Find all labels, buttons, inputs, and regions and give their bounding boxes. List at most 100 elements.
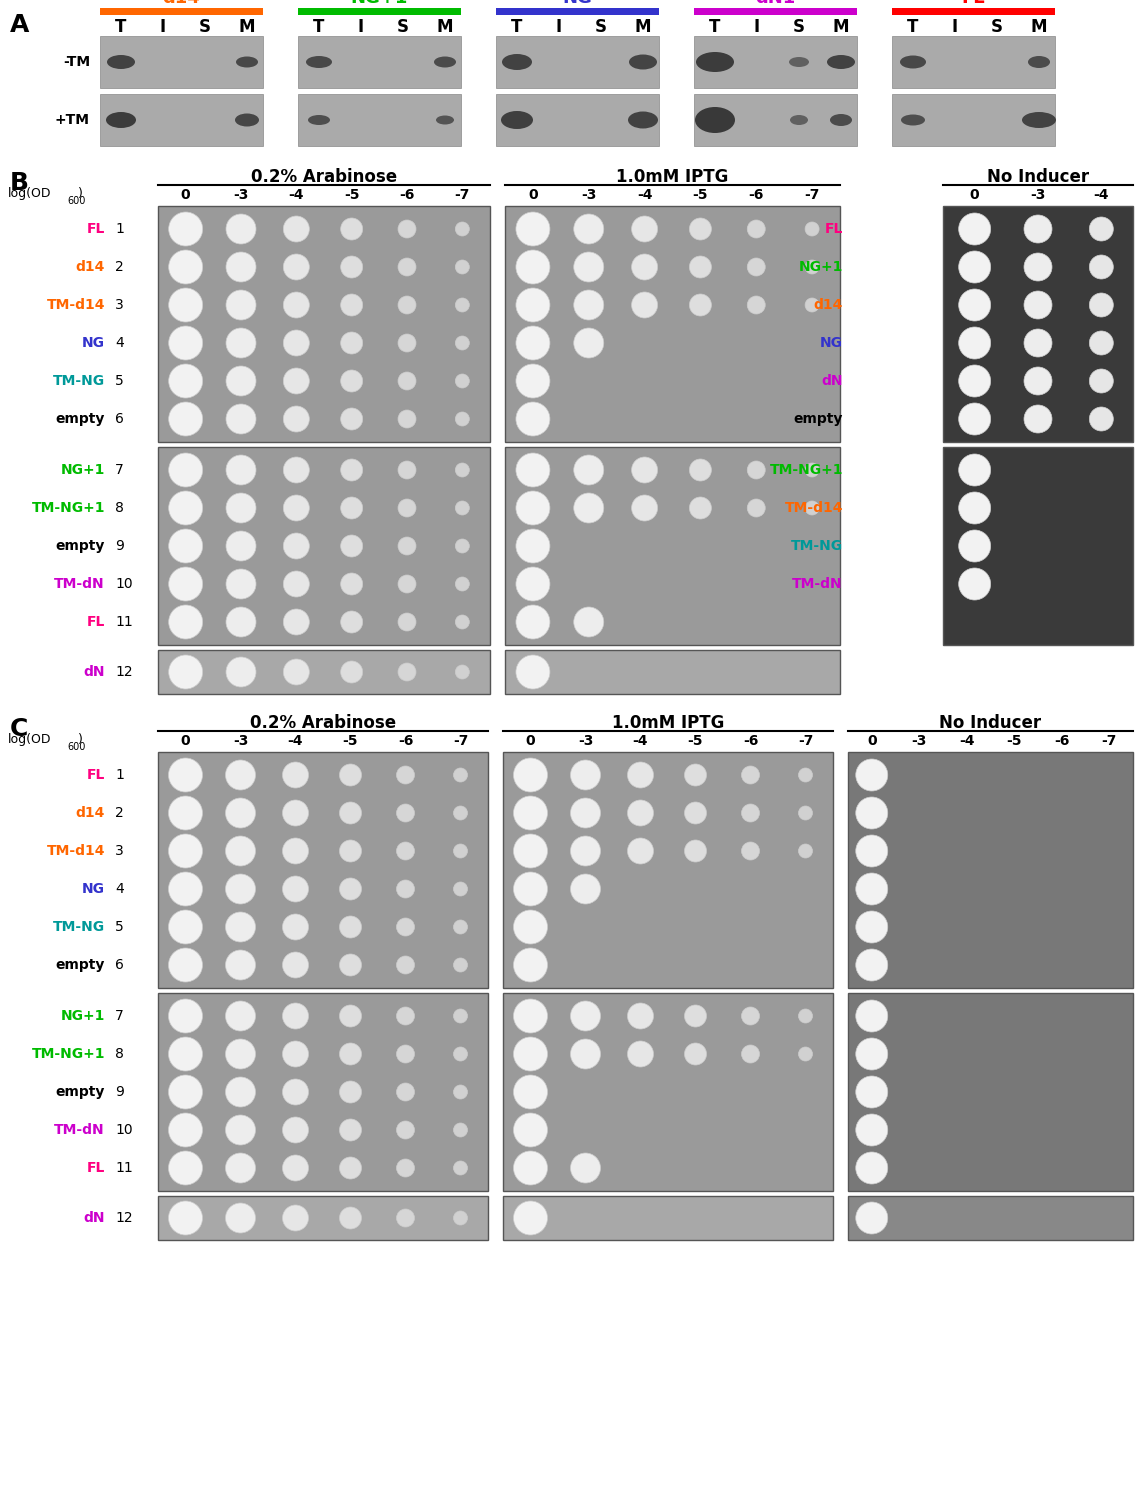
Circle shape [168,288,203,322]
Circle shape [1089,292,1113,316]
Circle shape [1024,405,1052,433]
Text: B: B [10,171,28,195]
Text: -4: -4 [1094,188,1110,202]
Bar [848,1196,1133,1240]
Circle shape [684,840,707,862]
Text: -5: -5 [687,734,703,748]
Circle shape [168,1150,203,1185]
Circle shape [226,657,256,687]
Circle shape [226,252,256,282]
Text: T: T [115,18,126,36]
Circle shape [1089,217,1113,242]
Circle shape [684,1005,707,1028]
Circle shape [690,496,711,519]
Circle shape [339,916,362,938]
Circle shape [454,844,468,858]
Text: 0: 0 [528,188,538,202]
Circle shape [627,839,653,864]
Text: NG+1: NG+1 [60,464,105,477]
Text: M: M [239,18,255,36]
Circle shape [340,294,363,316]
Bar [943,447,1133,645]
Circle shape [283,292,310,318]
Circle shape [225,798,256,828]
Circle shape [627,1004,653,1029]
Bar [496,8,659,15]
Circle shape [1089,369,1113,393]
Circle shape [168,999,203,1033]
Text: C: C [10,717,28,741]
Circle shape [396,880,414,898]
Text: TM-NG+1: TM-NG+1 [769,464,843,477]
Ellipse shape [900,56,926,69]
Bar [158,993,488,1191]
Bar [496,36,659,88]
Circle shape [516,364,550,398]
Bar [505,650,840,694]
Circle shape [574,290,604,320]
Circle shape [282,1204,308,1231]
Circle shape [398,372,417,390]
Circle shape [168,402,203,436]
Circle shape [454,920,468,934]
Text: 1.0mM IPTG: 1.0mM IPTG [617,168,728,186]
Ellipse shape [1028,56,1050,68]
Ellipse shape [1022,112,1056,128]
Text: S: S [793,18,805,36]
Circle shape [339,840,362,862]
Text: 6: 6 [115,958,124,972]
Text: -3: -3 [233,734,248,748]
Text: M: M [635,18,651,36]
Ellipse shape [827,56,855,69]
Circle shape [454,882,468,896]
Circle shape [454,806,468,820]
Circle shape [398,537,417,555]
Circle shape [516,490,550,525]
Text: 5: 5 [115,374,124,388]
Circle shape [632,458,658,483]
Circle shape [396,1083,414,1101]
Text: -4: -4 [959,734,974,748]
Circle shape [398,334,417,352]
Ellipse shape [830,114,852,126]
Circle shape [513,1202,547,1234]
Text: 11: 11 [115,1161,133,1174]
Circle shape [748,500,765,517]
Circle shape [958,568,991,600]
Circle shape [742,766,759,784]
Circle shape [396,956,414,974]
Circle shape [690,256,711,278]
Circle shape [168,364,203,398]
Circle shape [340,332,363,354]
Circle shape [455,578,469,591]
Circle shape [396,842,414,860]
Circle shape [454,1161,468,1174]
Circle shape [339,1042,362,1065]
Text: log(OD: log(OD [8,188,51,200]
Text: I: I [953,18,958,36]
Circle shape [627,1041,653,1066]
Circle shape [226,328,256,358]
Text: T: T [511,18,522,36]
Circle shape [340,496,363,519]
Text: 4: 4 [115,336,124,350]
Circle shape [226,494,256,524]
Circle shape [632,495,658,520]
Text: T: T [709,18,720,36]
Circle shape [570,874,601,904]
Text: FL: FL [825,222,843,236]
Circle shape [283,572,310,597]
Circle shape [398,220,417,238]
Text: -6: -6 [743,734,758,748]
Circle shape [958,327,991,358]
Text: 0: 0 [181,188,190,202]
Bar [158,206,490,442]
Circle shape [340,536,363,556]
Text: A: A [10,13,30,38]
Text: 1.0mM IPTG: 1.0mM IPTG [612,714,724,732]
Circle shape [632,254,658,280]
Circle shape [513,1076,547,1108]
Ellipse shape [306,56,332,68]
Circle shape [339,1082,362,1102]
Text: 4: 4 [115,882,124,896]
